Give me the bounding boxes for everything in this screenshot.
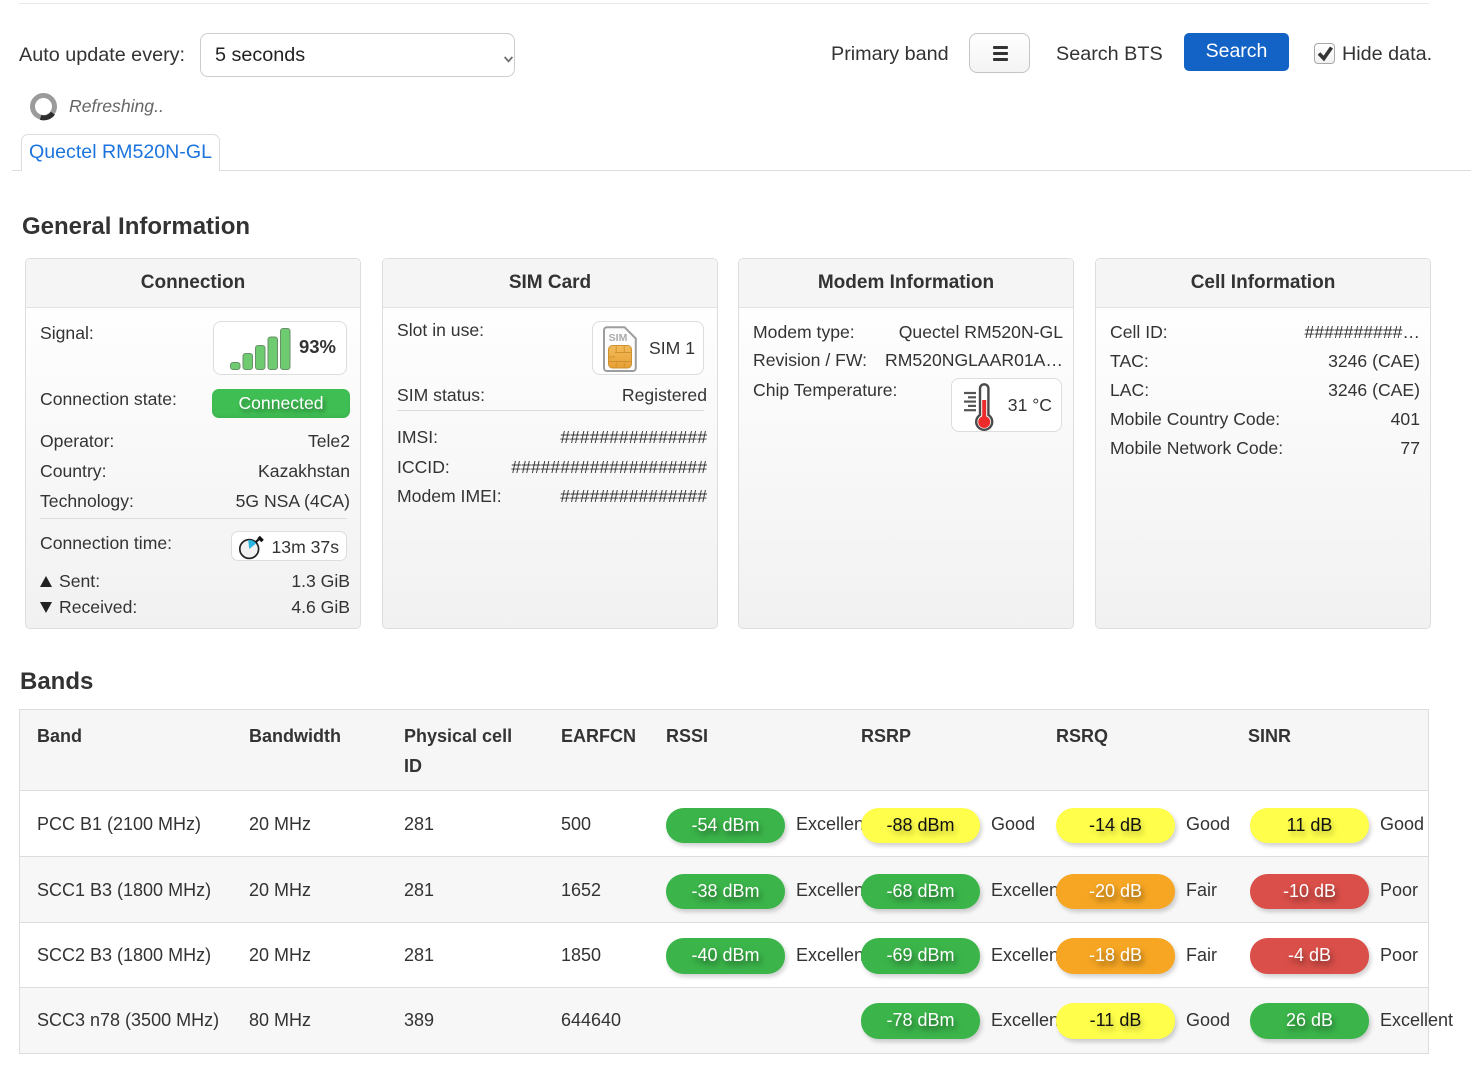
svg-text:SIM: SIM bbox=[609, 332, 628, 344]
